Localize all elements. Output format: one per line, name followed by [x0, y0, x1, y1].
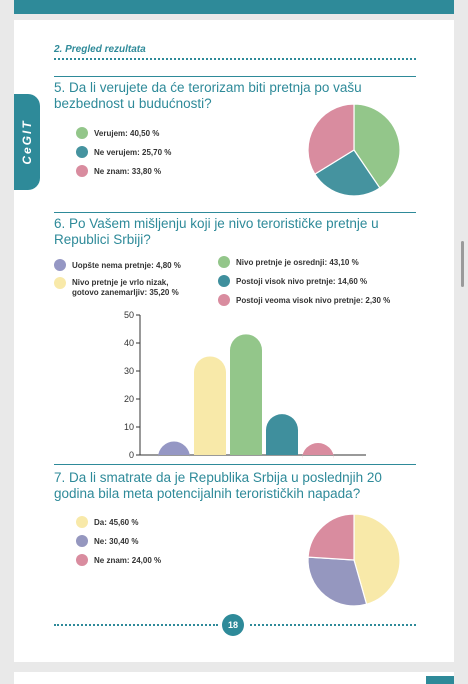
q6-rule — [54, 212, 416, 213]
side-tab: CeGIT — [14, 94, 40, 190]
legend-label: Ne: 30,40 % — [94, 536, 139, 546]
legend-label: Verujem: 40,50 % — [94, 128, 160, 138]
legend-swatch — [76, 127, 88, 139]
pie-slice — [307, 556, 368, 607]
legend-label-line-1: Nivo pretnje je vrlo nizak, — [72, 278, 169, 287]
pie-slice — [307, 513, 355, 561]
legend-swatch — [218, 275, 230, 287]
legend-swatch — [54, 259, 66, 271]
legend-swatch — [76, 516, 88, 528]
legend-label: Ne verujem: 25,70 % — [94, 147, 172, 157]
q6-legend-left: Uopšte nema pretnje: 4,80 % Nivo pretnje… — [54, 259, 181, 305]
y-tick-label: 10 — [124, 422, 134, 432]
bar — [302, 443, 334, 459]
legend-item: Ne verujem: 25,70 % — [76, 146, 171, 158]
y-tick-label: 30 — [124, 366, 134, 376]
bar — [158, 441, 190, 458]
section-title: 2. Pregled rezultata — [54, 44, 146, 55]
q5-pie-chart — [307, 103, 401, 197]
legend-label: Da: 45,60 % — [94, 517, 139, 527]
footer-divider-left — [54, 624, 218, 626]
legend-item: Da: 45,60 % — [76, 516, 161, 528]
legend-swatch — [76, 535, 88, 547]
legend-item: Ne: 30,40 % — [76, 535, 161, 547]
legend-swatch — [76, 554, 88, 566]
footer-divider-right — [250, 624, 416, 626]
q7-pie-chart — [307, 513, 401, 607]
legend-label-line-2: gotovo zanemarljiv: 35,20 % — [72, 288, 179, 297]
q7-legend: Da: 45,60 % Ne: 30,40 % Ne znam: 24,00 % — [76, 516, 161, 573]
legend-item: Postoji visok nivo pretnje: 14,60 % — [218, 275, 390, 287]
pie-slice — [353, 513, 401, 605]
y-tick-label: 50 — [124, 310, 134, 320]
page-number: 18 — [222, 614, 244, 636]
y-tick-label: 0 — [129, 450, 134, 460]
legend-item: Postoji veoma visok nivo pretnje: 2,30 % — [218, 294, 390, 306]
legend-swatch — [76, 165, 88, 177]
legend-item: Ne znam: 33,80 % — [76, 165, 171, 177]
q6-legend-right: Nivo pretnje je osrednji: 43,10 % Postoj… — [218, 256, 390, 313]
document-page: CeGIT 2. Pregled rezultata 5. Da li veru… — [14, 20, 454, 662]
bar — [194, 356, 226, 455]
legend-label: Postoji visok nivo pretnje: 14,60 % — [236, 276, 368, 286]
q6-question: 6. Po Vašem mišljenju koji je nivo teror… — [54, 216, 379, 247]
q7-rule — [54, 464, 416, 465]
q6-bar-chart: 0 10 20 30 40 50 — [124, 310, 366, 460]
y-tick-label: 20 — [124, 394, 134, 404]
q7-question: 7. Da li smatrate da je Republika Srbija… — [54, 470, 382, 501]
next-page-edge — [14, 672, 454, 684]
legend-label: Nivo pretnje je vrlo nizak, gotovo zanema… — [72, 278, 179, 298]
next-page-tab — [426, 676, 454, 684]
legend-label: Uopšte nema pretnje: 4,80 % — [72, 260, 181, 270]
legend-label: Ne znam: 24,00 % — [94, 555, 162, 565]
legend-swatch — [76, 146, 88, 158]
legend-item: Verujem: 40,50 % — [76, 127, 171, 139]
bar — [266, 414, 298, 455]
q5-rule — [54, 76, 416, 77]
legend-label: Nivo pretnje je osrednji: 43,10 % — [236, 257, 359, 267]
legend-item: Nivo pretnje je osrednji: 43,10 % — [218, 256, 390, 268]
legend-label: Postoji veoma visok nivo pretnje: 2,30 % — [236, 295, 391, 305]
pie-slice — [353, 103, 401, 189]
scrollbar-thumb[interactable] — [461, 241, 464, 287]
pie-slice — [307, 103, 355, 175]
legend-swatch — [218, 256, 230, 268]
section-divider — [54, 58, 416, 60]
y-tick-label: 40 — [124, 338, 134, 348]
pie-slice — [314, 149, 381, 197]
legend-item: Ne znam: 24,00 % — [76, 554, 161, 566]
legend-swatch — [218, 294, 230, 306]
legend-item: Nivo pretnje je vrlo nizak, gotovo zanema… — [54, 277, 181, 298]
q5-question: 5. Da li verujete da će terorizam biti p… — [54, 80, 362, 111]
legend-item: Uopšte nema pretnje: 4,80 % — [54, 259, 181, 271]
tab-label: CeGIT — [20, 119, 34, 165]
legend-label: Ne znam: 33,80 % — [94, 166, 162, 176]
q5-legend: Verujem: 40,50 % Ne verujem: 25,70 % Ne … — [76, 127, 171, 184]
bar — [230, 334, 262, 455]
previous-page-band — [14, 0, 454, 14]
legend-swatch — [54, 277, 66, 289]
